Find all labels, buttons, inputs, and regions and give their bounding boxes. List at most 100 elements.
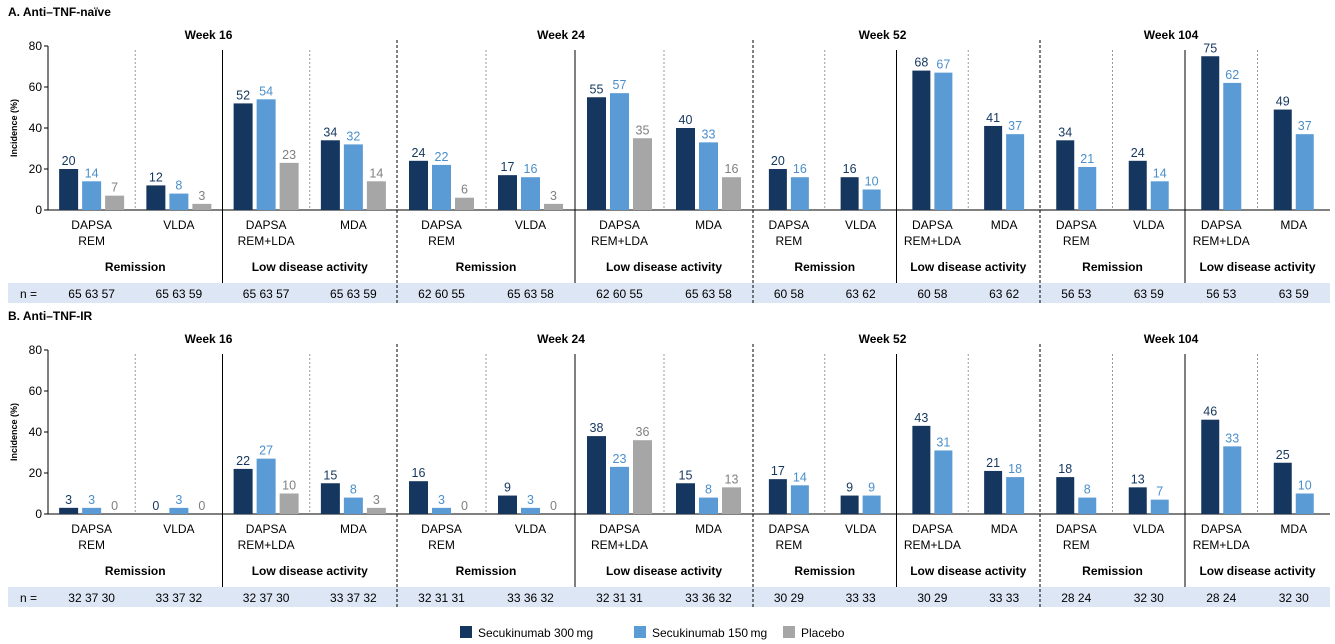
data-label: 49 — [1276, 95, 1290, 109]
n-value: 32 37 30 — [243, 591, 290, 605]
y-tick-label: 0 — [35, 203, 42, 217]
n-value: 32 31 31 — [596, 591, 643, 605]
legend-swatch — [783, 626, 795, 638]
category-label: DAPSA — [421, 522, 462, 536]
bar — [840, 177, 859, 210]
bar — [1150, 499, 1169, 514]
category-label: MDA — [1280, 218, 1307, 232]
bar — [840, 495, 859, 514]
data-label: 10 — [282, 479, 296, 493]
data-label: 34 — [1058, 125, 1072, 139]
bar — [82, 507, 102, 514]
data-label: 40 — [679, 113, 693, 127]
data-label: 38 — [590, 421, 604, 435]
bar — [912, 425, 931, 514]
bar — [105, 195, 125, 210]
n-value: 32 37 30 — [68, 591, 115, 605]
data-label: 8 — [175, 179, 182, 193]
category-label: DAPSA — [912, 522, 953, 536]
n-value: 33 36 32 — [507, 591, 554, 605]
bar — [82, 181, 102, 210]
bar — [343, 497, 363, 514]
bar — [862, 495, 881, 514]
week-title: Week 52 — [859, 332, 907, 346]
n-value: 65 63 58 — [507, 287, 554, 301]
bar — [146, 185, 166, 210]
data-label: 7 — [1156, 485, 1163, 499]
group-label-lda: Low disease activity — [910, 260, 1026, 274]
n-value: 28 24 — [1061, 591, 1091, 605]
data-label: 16 — [412, 466, 426, 480]
bar — [722, 487, 741, 514]
category-label: VLDA — [163, 218, 194, 232]
data-label: 35 — [636, 123, 650, 137]
y-axis-label: Incidence (%) — [9, 99, 19, 157]
data-label: 3 — [527, 493, 534, 507]
bar — [790, 485, 809, 514]
n-value: 65 63 57 — [68, 287, 115, 301]
data-label: 13 — [1131, 472, 1145, 486]
bar — [279, 162, 299, 210]
bar — [169, 193, 189, 210]
y-tick-label: 40 — [29, 425, 43, 439]
bar — [676, 128, 695, 210]
data-label: 21 — [1080, 152, 1094, 166]
n-value: 56 53 — [1061, 287, 1091, 301]
category-label: REM — [78, 234, 105, 248]
data-label: 0 — [550, 499, 557, 513]
y-tick-label: 80 — [29, 343, 43, 357]
group-label-lda: Low disease activity — [252, 564, 368, 578]
legend-label: Secukinumab 300 mg — [478, 626, 593, 640]
y-tick-label: 40 — [29, 121, 43, 135]
data-label: 24 — [1131, 146, 1145, 160]
data-label: 46 — [1203, 405, 1217, 419]
category-label: DAPSA — [246, 218, 287, 232]
bar — [233, 468, 253, 514]
bar — [1006, 477, 1025, 514]
data-label: 3 — [373, 493, 380, 507]
data-label: 3 — [65, 493, 72, 507]
category-label: VLDA — [1133, 218, 1164, 232]
bar — [633, 440, 652, 514]
bar — [1056, 477, 1075, 514]
group-label-remission: Remission — [456, 260, 517, 274]
n-value: 33 37 32 — [156, 591, 203, 605]
category-label: REM+LDA — [904, 234, 961, 248]
data-label: 8 — [1084, 483, 1091, 497]
week-title: Week 104 — [1144, 332, 1199, 346]
data-label: 8 — [705, 483, 712, 497]
data-label: 9 — [846, 481, 853, 495]
bar — [256, 458, 276, 514]
week-title: Week 24 — [537, 28, 585, 42]
data-label: 7 — [111, 181, 118, 195]
bar — [699, 142, 718, 210]
bar — [587, 97, 606, 210]
week-2: Week 24 Remission Low disease activity 16 3 0… — [397, 332, 753, 605]
n-value: 60 58 — [774, 287, 804, 301]
bar — [343, 144, 363, 210]
group-label-lda: Low disease activity — [606, 260, 722, 274]
bar — [768, 479, 787, 514]
category-label: MDA — [340, 218, 367, 232]
group-label-remission: Remission — [1082, 564, 1143, 578]
data-label: 37 — [1298, 119, 1312, 133]
n-value: 32 30 — [1279, 591, 1309, 605]
category-label: DAPSA — [599, 522, 640, 536]
category-label: MDA — [695, 218, 722, 232]
bar — [1295, 493, 1314, 514]
data-label: 12 — [149, 170, 163, 184]
data-label: 16 — [524, 162, 538, 176]
bar — [934, 450, 953, 514]
data-label: 14 — [1153, 166, 1167, 180]
data-label: 3 — [550, 189, 557, 203]
n-value: 63 62 — [989, 287, 1019, 301]
data-label: 9 — [868, 481, 875, 495]
category-label: DAPSA — [912, 218, 953, 232]
n-value: 33 37 32 — [330, 591, 377, 605]
data-label: 8 — [350, 483, 357, 497]
bar — [366, 507, 386, 514]
category-label: REM — [428, 538, 455, 552]
data-label: 14 — [85, 166, 99, 180]
n-value: 63 59 — [1279, 287, 1309, 301]
n-value: 63 59 — [1134, 287, 1164, 301]
